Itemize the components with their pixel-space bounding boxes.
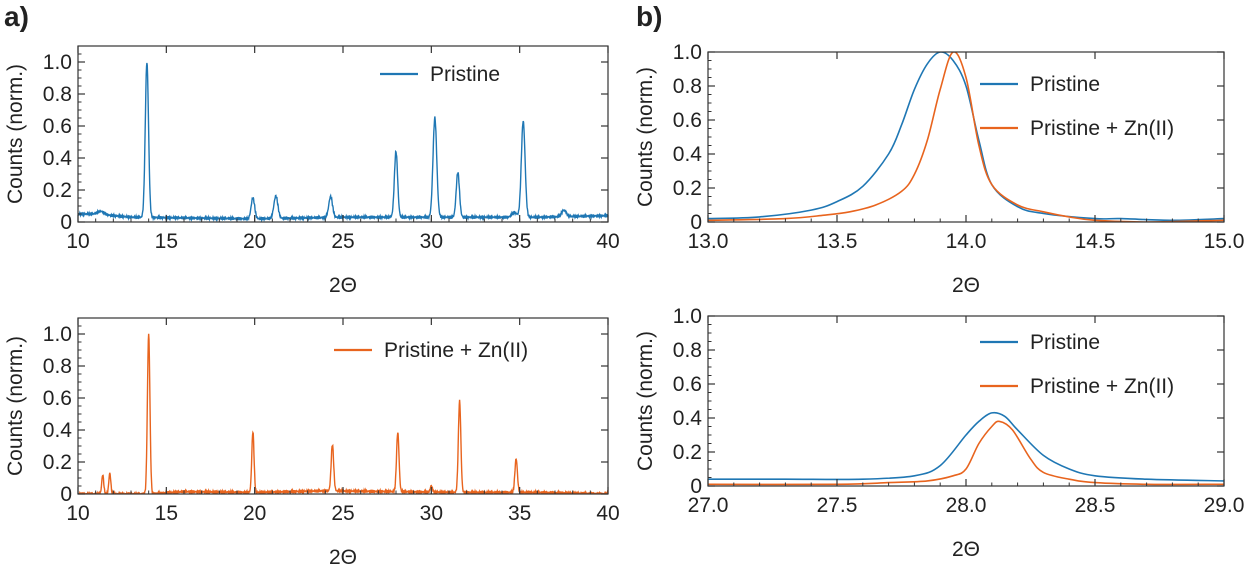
legend-label: Pristine + Zn(II): [1030, 375, 1174, 398]
series-line-1: [78, 333, 608, 494]
x-tick-label: 10: [66, 502, 89, 525]
y-tick-label: 0.8: [43, 355, 72, 378]
y-axis-label: Counts (norm.): [634, 67, 657, 207]
series-line-2: [708, 52, 1224, 222]
y-tick-label: 0.2: [673, 177, 702, 200]
legend-label: Pristine + Zn(II): [384, 339, 528, 362]
x-tick-label: 20: [243, 502, 266, 525]
y-tick-label: 0.6: [43, 387, 72, 410]
y-tick-label: 1.0: [673, 305, 702, 328]
x-tick-label: 15: [155, 230, 178, 253]
x-tick-label: 27.0: [688, 494, 729, 517]
chart-zoom-28deg: 27.0 27.5 28.0 28.5 29.0 0 0.2 0.4 0.6 0.8 1.0 2Θ Co…: [634, 305, 1244, 561]
plot-frame: [77, 45, 609, 223]
x-tick-label: 35: [508, 230, 531, 253]
y-tick-label: 1.0: [673, 41, 702, 64]
y-tick-label: 0.4: [43, 147, 73, 170]
panel-label-a: a): [4, 1, 29, 32]
y-tick-label: 0: [690, 475, 702, 498]
y-tick-label: 0.4: [43, 419, 73, 442]
x-tick-label: 28.0: [946, 494, 987, 517]
y-axis-label: Counts (norm.): [4, 336, 27, 476]
y-tick-label: 0: [60, 211, 72, 234]
y-tick-label: 0.2: [43, 179, 72, 202]
y-axis-label: Counts (norm.): [4, 64, 27, 204]
series-line-1: [78, 62, 608, 222]
y-axis-label: Counts (norm.): [634, 331, 657, 471]
y-tick-label: 1.0: [43, 51, 72, 74]
x-tick-label: 15.0: [1204, 230, 1245, 253]
y-tick-label: 0.6: [43, 115, 72, 138]
x-tick-label: 20: [243, 230, 266, 253]
x-tick-label: 35: [508, 502, 531, 525]
x-axis-label: 2Θ: [329, 274, 357, 297]
x-tick-label: 13.0: [688, 230, 729, 253]
legend-label: Pristine: [430, 63, 500, 86]
y-tick-label: 0.2: [673, 441, 702, 464]
y-tick-label: 1.0: [43, 323, 72, 346]
x-axis-label: 2Θ: [952, 538, 980, 561]
x-tick-label: 14.5: [1075, 230, 1116, 253]
x-tick-label: 40: [596, 502, 619, 525]
x-tick-label: 25: [331, 502, 354, 525]
series-line-2: [708, 420, 1224, 486]
chart-pristine-zn-full-range: 10 15 20 25 30 35 40 0 0.2 0.4 0.6 0.8 1.0 2Θ Counts (…: [4, 317, 620, 565]
panel-label-b: b): [636, 1, 662, 32]
legend-label: Pristine: [1030, 73, 1100, 96]
legend-label: Pristine + Zn(II): [1030, 117, 1174, 140]
y-tick-label: 0.4: [673, 143, 703, 166]
y-tick-label: 0.4: [673, 407, 703, 430]
x-axis-label: 2Θ: [952, 274, 980, 297]
x-tick-label: 15: [155, 502, 178, 525]
chart-pristine-full-range: 10 15 20 25 30 35 40 0 0.2 0.4 0.6 0.8 1.0 2Θ Counts (…: [4, 45, 620, 297]
y-tick-label: 0.8: [673, 339, 702, 362]
y-tick-label: 0.8: [673, 75, 702, 98]
y-tick-label: 0: [690, 211, 702, 234]
y-tick-label: 0.6: [673, 109, 702, 132]
x-tick-label: 29.0: [1204, 494, 1245, 517]
x-tick-label: 14.0: [946, 230, 987, 253]
y-tick-label: 0.6: [673, 373, 702, 396]
plot-frame: [77, 317, 609, 495]
x-axis-label: 2Θ: [329, 546, 357, 565]
y-tick-label: 0: [60, 483, 72, 506]
y-tick-label: 0.8: [43, 83, 72, 106]
x-tick-label: 30: [420, 230, 443, 253]
chart-zoom-14deg: 13.0 13.5 14.0 14.5 15.0 0 0.2 0.4 0.6 0.8 1.0 2Θ Co…: [634, 41, 1244, 297]
x-tick-label: 28.5: [1075, 494, 1116, 517]
plot-frame: [707, 315, 1225, 487]
x-tick-label: 27.5: [817, 494, 858, 517]
x-tick-label: 30: [420, 502, 443, 525]
x-tick-label: 10: [66, 230, 89, 253]
x-tick-label: 25: [331, 230, 354, 253]
series-line-1: [708, 411, 1224, 482]
legend-label: Pristine: [1030, 331, 1100, 354]
x-tick-label: 13.5: [817, 230, 858, 253]
y-tick-label: 0.2: [43, 451, 72, 474]
series-line-1: [708, 52, 1224, 222]
x-tick-label: 40: [596, 230, 619, 253]
